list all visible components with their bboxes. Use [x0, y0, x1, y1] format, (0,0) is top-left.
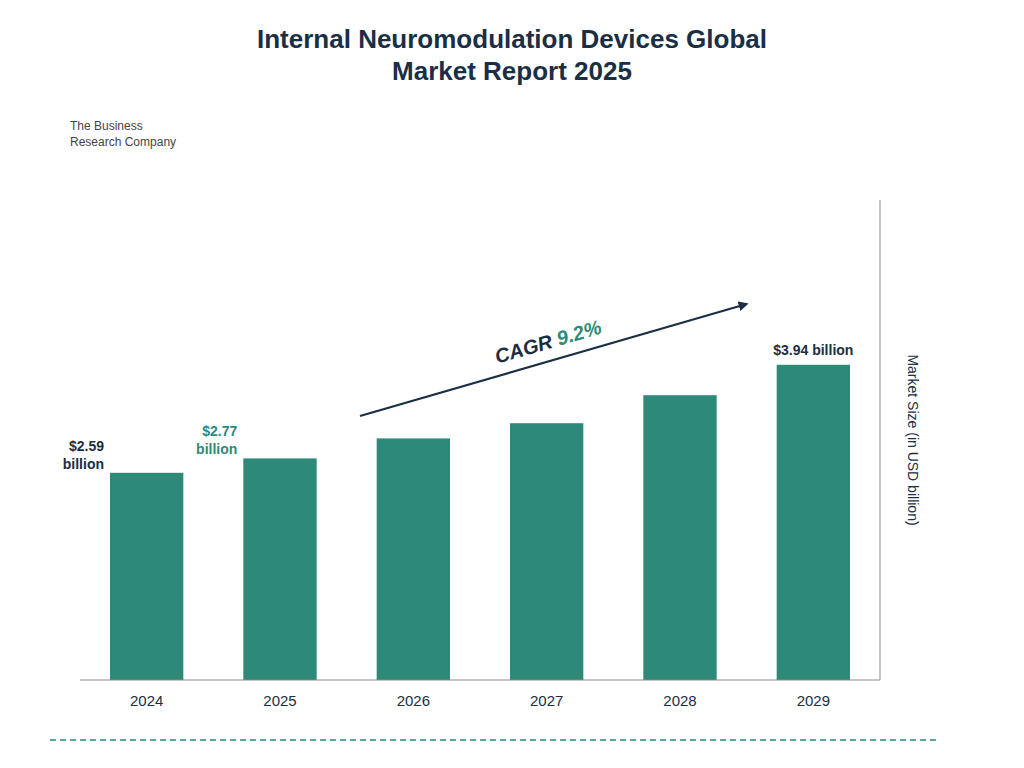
y-axis: [880, 200, 881, 680]
bar: [510, 423, 583, 680]
chart: Internal Neuromodulation Devices GlobalM…: [0, 0, 1024, 768]
brand-text: The BusinessResearch Company: [70, 119, 176, 149]
cagr-text: CAGR 9.2%: [492, 316, 604, 368]
x-tick-label: 2027: [530, 692, 563, 709]
cagr-value: 9.2%: [554, 316, 604, 350]
title: Internal Neuromodulation Devices GlobalM…: [257, 24, 767, 86]
bar: [243, 458, 316, 680]
x-tick-label: 2026: [397, 692, 430, 709]
data-label: $2.77billion: [196, 423, 237, 457]
bars: [110, 365, 850, 680]
bottom-rule: [50, 739, 940, 741]
data-label: $2.59billion: [63, 438, 104, 472]
cagr-label: CAGR: [492, 329, 560, 368]
bar: [777, 365, 850, 680]
x-tick-label: 2029: [797, 692, 830, 709]
bar: [377, 438, 450, 680]
x-tick-label: 2028: [663, 692, 696, 709]
x-axis: [80, 680, 880, 681]
x-tick-label: 2025: [263, 692, 296, 709]
cagr-arrow: [360, 304, 747, 416]
data-label: $3.94 billion: [773, 342, 853, 358]
bar: [110, 473, 183, 680]
x-tick-label: 2024: [130, 692, 163, 709]
bar: [643, 395, 716, 680]
y-axis-label: Market Size (in USD billion): [905, 354, 921, 525]
